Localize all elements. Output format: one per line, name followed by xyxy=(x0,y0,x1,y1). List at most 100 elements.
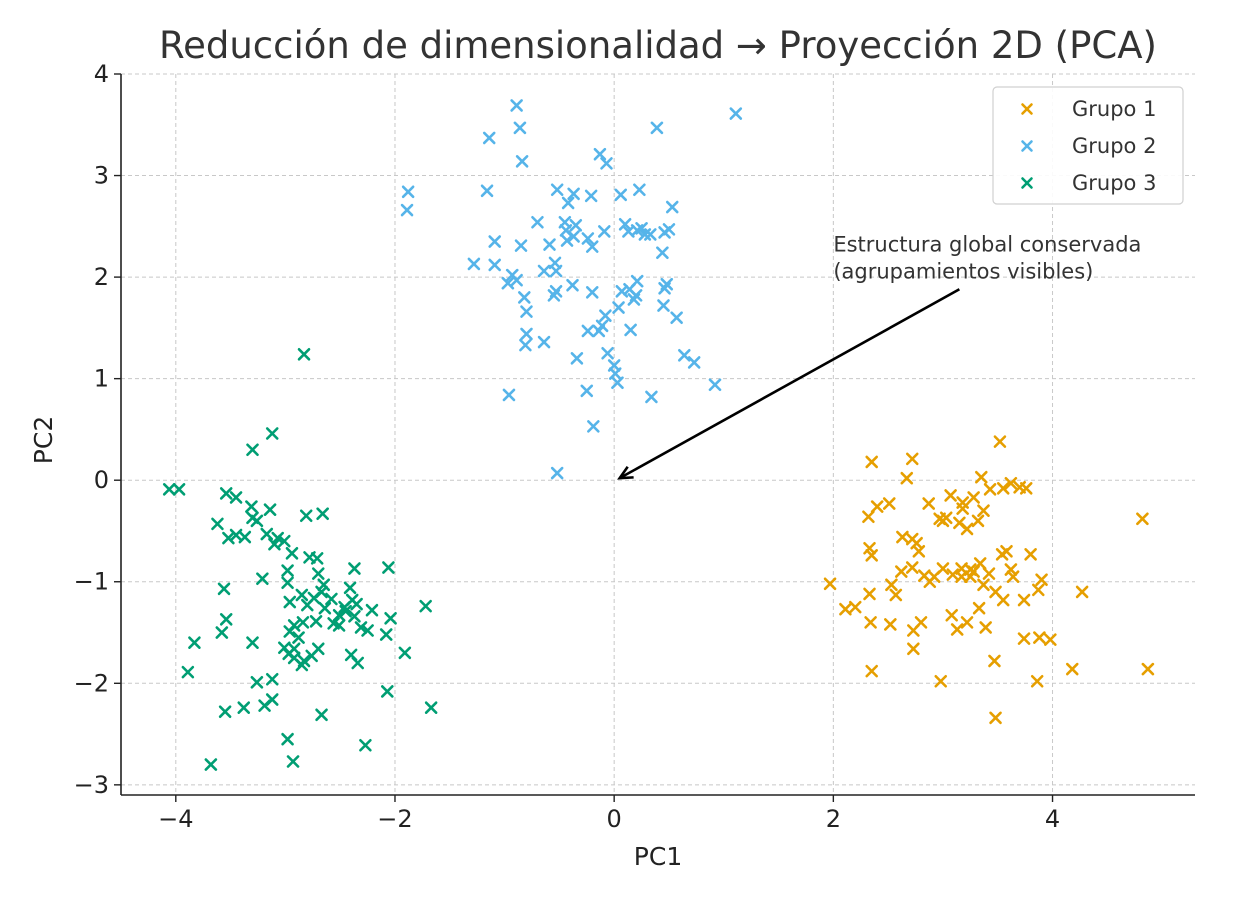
marker-stroke xyxy=(419,599,432,613)
marker-stroke xyxy=(217,582,231,596)
marker-stroke xyxy=(662,223,676,236)
data-point xyxy=(665,200,679,214)
legend-item-grupo-1: Grupo 1 xyxy=(1021,97,1156,121)
marker-stroke xyxy=(268,537,281,551)
data-point xyxy=(960,522,974,536)
marker-stroke xyxy=(635,222,648,235)
marker-stroke xyxy=(245,500,258,513)
marker-stroke xyxy=(188,636,201,649)
data-point xyxy=(559,224,573,237)
data-point xyxy=(580,384,594,398)
annotation: Estructura global conservada (agrupamient… xyxy=(617,233,1141,480)
data-point xyxy=(1075,585,1089,599)
marker-stroke xyxy=(967,491,980,504)
x-tick-label: 2 xyxy=(826,805,841,833)
data-point xyxy=(882,497,896,510)
marker-stroke xyxy=(960,522,974,536)
data-point xyxy=(250,514,264,528)
data-point xyxy=(907,642,920,656)
data-point xyxy=(624,323,637,337)
x-axis-label: PC1 xyxy=(634,842,682,871)
marker-stroke xyxy=(1141,662,1155,676)
marker-stroke xyxy=(310,552,324,565)
marker-stroke xyxy=(501,276,515,290)
marker-stroke xyxy=(599,309,612,322)
marker-stroke xyxy=(1024,548,1037,561)
marker-stroke xyxy=(219,487,233,500)
data-point xyxy=(316,507,329,521)
data-point xyxy=(281,576,294,590)
legend-item-grupo-3: Grupo 3 xyxy=(1021,171,1156,195)
marker-stroke xyxy=(172,483,186,496)
data-point xyxy=(271,531,285,545)
data-point xyxy=(549,264,563,278)
data-point xyxy=(964,570,977,583)
marker-stroke xyxy=(1044,633,1057,646)
data-point xyxy=(295,658,309,672)
data-point xyxy=(977,578,990,592)
marker-stroke xyxy=(974,470,988,484)
annotation-text-line: Estructura global conservada xyxy=(833,233,1141,257)
marker-stroke xyxy=(884,618,897,631)
data-point xyxy=(217,582,231,596)
data-point xyxy=(219,487,233,500)
data-point xyxy=(894,565,908,578)
data-point xyxy=(561,196,575,210)
marker-stroke xyxy=(1021,177,1033,189)
data-point xyxy=(515,155,529,168)
data-point xyxy=(592,324,606,338)
data-point xyxy=(550,466,564,480)
data-point xyxy=(222,531,235,545)
data-point xyxy=(587,420,600,433)
marker-stroke xyxy=(297,347,311,361)
data-point xyxy=(172,483,186,496)
marker-stroke xyxy=(510,99,523,112)
marker-stroke xyxy=(260,527,274,541)
data-point xyxy=(612,301,625,314)
x-tick-label: 4 xyxy=(1045,805,1060,833)
x-tick-label: −2 xyxy=(377,805,412,833)
data-point xyxy=(1017,593,1031,607)
data-point xyxy=(550,183,564,197)
marker-stroke xyxy=(885,578,898,592)
data-point xyxy=(656,246,669,260)
marker-stroke xyxy=(923,575,937,589)
x-tick-label: 0 xyxy=(607,805,622,833)
data-point xyxy=(514,239,528,252)
data-point xyxy=(650,121,664,135)
data-point xyxy=(729,107,743,120)
data-point xyxy=(229,491,243,504)
data-point xyxy=(537,335,551,349)
marker-stroke xyxy=(277,534,291,548)
marker-stroke xyxy=(914,616,928,629)
data-point xyxy=(599,309,612,322)
data-point xyxy=(510,99,523,112)
marker-stroke xyxy=(907,642,920,656)
data-point xyxy=(286,755,300,768)
data-point xyxy=(292,631,305,644)
marker-stroke xyxy=(317,578,331,592)
marker-stroke xyxy=(982,567,996,580)
marker-stroke xyxy=(283,595,297,609)
tick-labels: −4 −2 0 2 4 −3 −2 −1 0 1 2 3 4 xyxy=(74,60,1061,833)
marker-stroke xyxy=(977,504,990,517)
chart-title: Reducción de dimensionalidad → Proyecció… xyxy=(159,24,1157,67)
data-point xyxy=(282,647,295,661)
marker-stroke xyxy=(977,578,990,592)
data-point xyxy=(614,188,628,202)
marker-stroke xyxy=(955,562,968,575)
y-tick-label: −1 xyxy=(74,568,109,596)
marker-stroke xyxy=(996,482,1010,495)
marker-stroke xyxy=(559,224,573,237)
marker-stroke xyxy=(729,107,743,120)
marker-stroke xyxy=(614,188,628,202)
data-point xyxy=(215,626,229,639)
data-point xyxy=(597,225,611,238)
data-point xyxy=(379,628,393,641)
data-point xyxy=(1004,476,1018,490)
legend-label: Grupo 1 xyxy=(1072,97,1156,121)
marker-stroke xyxy=(633,183,646,197)
data-point xyxy=(670,311,683,325)
data-point xyxy=(996,482,1010,495)
